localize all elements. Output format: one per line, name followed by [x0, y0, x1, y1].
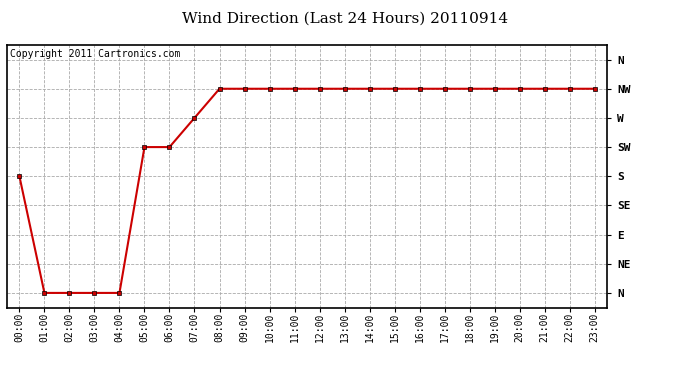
Text: Wind Direction (Last 24 Hours) 20110914: Wind Direction (Last 24 Hours) 20110914: [182, 11, 508, 25]
Text: Copyright 2011 Cartronics.com: Copyright 2011 Cartronics.com: [10, 49, 180, 59]
